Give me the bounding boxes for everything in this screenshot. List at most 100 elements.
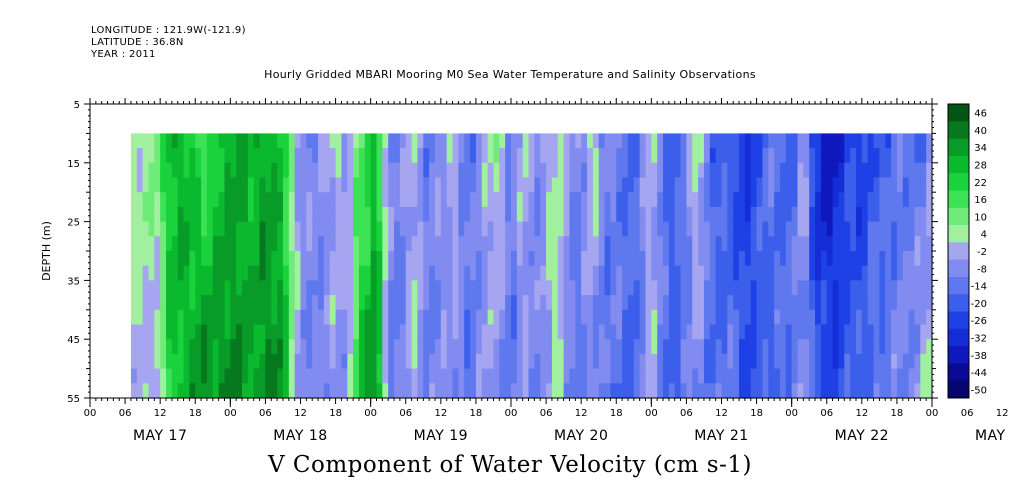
heatmap-cell bbox=[797, 368, 804, 384]
heatmap-cell bbox=[166, 251, 173, 267]
heatmap-cell bbox=[505, 133, 512, 149]
heatmap-cell bbox=[598, 221, 606, 237]
heatmap-cell bbox=[481, 221, 489, 237]
heatmap-cell bbox=[902, 368, 910, 384]
heatmap-cell bbox=[803, 295, 810, 311]
heatmap-cell bbox=[891, 309, 898, 326]
heatmap-cell bbox=[487, 339, 495, 355]
heatmap-cell bbox=[183, 339, 191, 355]
heatmap-cell bbox=[493, 162, 500, 179]
heatmap-cell bbox=[622, 295, 629, 311]
heatmap-cell bbox=[148, 295, 155, 311]
heatmap-cell bbox=[130, 206, 138, 223]
heatmap-cell bbox=[312, 133, 319, 149]
heatmap-cell bbox=[885, 236, 892, 252]
heatmap-cell bbox=[470, 368, 477, 384]
heatmap-cell bbox=[627, 383, 635, 399]
heatmap-cell bbox=[791, 368, 799, 384]
heatmap-cell bbox=[651, 309, 658, 326]
heatmap-cell bbox=[891, 280, 898, 296]
heatmap-cell bbox=[750, 177, 758, 193]
heatmap-cell bbox=[195, 353, 202, 370]
heatmap-cell bbox=[663, 251, 670, 267]
heatmap-cell bbox=[797, 236, 804, 252]
heatmap-cell bbox=[481, 309, 489, 326]
heatmap-cell bbox=[312, 251, 319, 267]
heatmap-cell bbox=[306, 133, 313, 149]
heatmap-cell bbox=[604, 265, 612, 281]
heatmap-cell bbox=[739, 221, 746, 237]
heatmap-cell bbox=[189, 383, 196, 399]
heatmap-cell bbox=[511, 251, 518, 267]
heatmap-cell bbox=[779, 368, 787, 384]
heatmap-cell bbox=[259, 162, 267, 179]
heatmap-cell bbox=[581, 368, 588, 384]
heatmap-cell bbox=[294, 324, 302, 340]
heatmap-cell bbox=[867, 353, 875, 370]
heatmap-cell bbox=[844, 148, 851, 164]
heatmap-cell bbox=[686, 192, 693, 208]
heatmap-cell bbox=[429, 236, 436, 252]
heatmap-cell bbox=[885, 295, 892, 311]
heatmap-cell bbox=[475, 295, 483, 311]
heatmap-cell bbox=[674, 206, 682, 223]
heatmap-cell bbox=[300, 192, 307, 208]
heatmap-cell bbox=[405, 177, 413, 193]
heatmap-cell bbox=[534, 280, 541, 296]
heatmap-cell bbox=[563, 309, 571, 326]
heatmap-cell bbox=[715, 339, 723, 355]
heatmap-cell bbox=[282, 177, 290, 193]
heatmap-cell bbox=[282, 309, 290, 326]
heatmap-cell bbox=[809, 339, 816, 355]
heatmap-cell bbox=[703, 383, 711, 399]
heatmap-cell bbox=[177, 236, 185, 252]
heatmap-cell bbox=[832, 177, 840, 193]
heatmap-cell bbox=[926, 221, 933, 237]
heatmap-cell bbox=[364, 206, 372, 223]
heatmap-cell bbox=[212, 295, 220, 311]
heatmap-cell bbox=[891, 353, 898, 370]
heatmap-cell bbox=[177, 368, 185, 384]
heatmap-cell bbox=[399, 383, 407, 399]
heatmap-cell bbox=[353, 251, 360, 267]
heatmap-cell bbox=[867, 339, 875, 355]
heatmap-cell bbox=[668, 309, 676, 326]
heatmap-cell bbox=[557, 280, 565, 296]
heatmap-cell bbox=[820, 162, 828, 179]
heatmap-cell bbox=[616, 368, 623, 384]
heatmap-cell bbox=[253, 162, 261, 179]
heatmap-cell bbox=[417, 368, 424, 384]
heatmap-cell bbox=[680, 368, 688, 384]
x-tick-label: 00 bbox=[785, 408, 798, 419]
heatmap-cell bbox=[569, 309, 576, 326]
heatmap-cell bbox=[277, 295, 284, 311]
heatmap-cell bbox=[820, 206, 828, 223]
heatmap-cell bbox=[282, 265, 290, 281]
heatmap-cell bbox=[440, 339, 448, 355]
heatmap-cell bbox=[587, 309, 594, 326]
heatmap-cell bbox=[709, 353, 717, 370]
heatmap-cell bbox=[703, 221, 711, 237]
heatmap-cell bbox=[791, 192, 799, 208]
heatmap-cell bbox=[709, 221, 717, 237]
heatmap-cell bbox=[306, 280, 313, 296]
heatmap-cell bbox=[598, 192, 606, 208]
colorbar-swatch bbox=[948, 207, 969, 226]
heatmap-cell bbox=[698, 251, 705, 267]
heatmap-cell bbox=[633, 324, 641, 340]
heatmap-cell bbox=[680, 192, 688, 208]
heatmap-cell bbox=[762, 309, 769, 326]
heatmap-cell bbox=[189, 353, 196, 370]
heatmap-cell bbox=[429, 133, 436, 149]
heatmap-cell bbox=[902, 177, 910, 193]
heatmap-cell bbox=[341, 280, 348, 296]
heatmap-cell bbox=[668, 148, 676, 164]
heatmap-cell bbox=[592, 339, 600, 355]
heatmap-cell bbox=[762, 339, 769, 355]
heatmap-cell bbox=[581, 177, 588, 193]
heatmap-cell bbox=[592, 295, 600, 311]
heatmap-cell bbox=[323, 368, 331, 384]
heatmap-cell bbox=[610, 339, 617, 355]
heatmap-cell bbox=[727, 236, 734, 252]
heatmap-cell bbox=[768, 251, 775, 267]
